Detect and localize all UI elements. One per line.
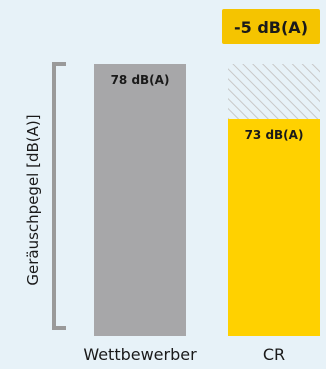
value-label-wettbewerber: 78 dB(A) xyxy=(111,73,170,87)
value-label-cr: 73 dB(A) xyxy=(245,128,304,142)
bar-cr-reduction-hatch xyxy=(228,64,320,119)
bar-cr xyxy=(228,119,320,336)
reduction-badge xyxy=(222,9,320,44)
y-axis-label: Geräuschpegel [dB(A)] xyxy=(24,114,42,285)
reduction-badge-label: -5 dB(A) xyxy=(234,18,308,37)
category-label-cr: CR xyxy=(263,345,285,364)
y-axis-bracket xyxy=(52,62,66,330)
bar-wettbewerber xyxy=(94,64,186,336)
category-label-wettbewerber: Wettbewerber xyxy=(83,345,197,364)
